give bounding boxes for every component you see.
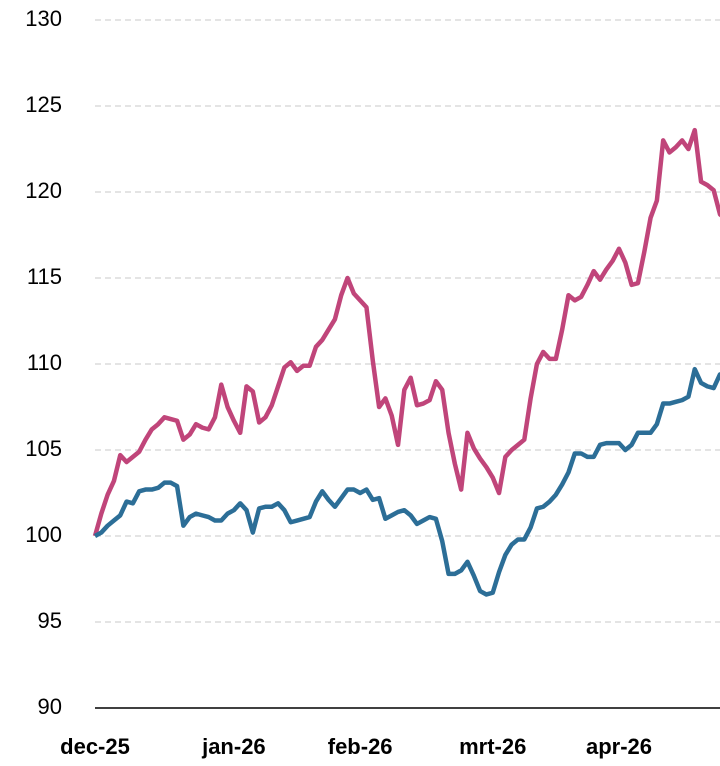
y-tick-label: 110 <box>27 350 62 375</box>
x-tick-label: feb-26 <box>328 734 393 759</box>
y-tick-label: 105 <box>25 436 62 461</box>
y-tick-label: 125 <box>25 92 62 117</box>
y-tick-label: 130 <box>25 6 62 31</box>
x-tick-label: jan-26 <box>201 734 266 759</box>
x-tick-label: apr-26 <box>586 734 652 759</box>
y-tick-label: 115 <box>27 264 62 289</box>
y-tick-label: 90 <box>38 694 62 719</box>
y-tick-label: 95 <box>38 608 62 633</box>
y-tick-label: 100 <box>25 522 62 547</box>
line-series <box>92 127 720 537</box>
x-tick-label: mrt-26 <box>459 734 526 759</box>
y-tick-label: 120 <box>25 178 62 203</box>
x-tick-label: dec-25 <box>60 734 130 759</box>
line-series <box>93 366 720 597</box>
